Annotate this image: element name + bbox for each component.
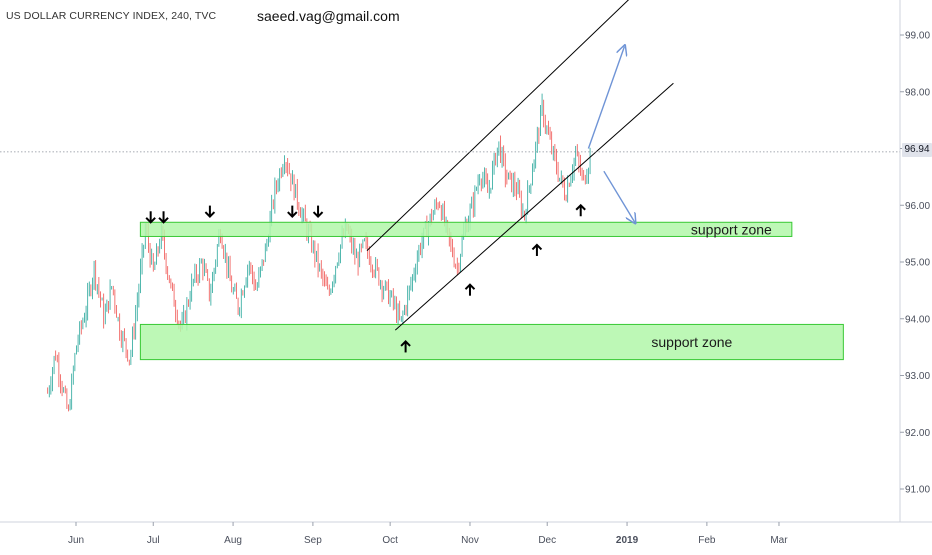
forecast-arrow-2 [603, 170, 635, 222]
arrow-up-icon [575, 203, 586, 217]
y-tick-label: 92.00 [905, 428, 930, 439]
arrow-down-icon [312, 205, 324, 219]
x-tick-label: Jul [147, 535, 160, 546]
y-tick-label: 94.00 [905, 314, 930, 325]
x-tick-label: Oct [382, 535, 398, 546]
arrow-down-icon [287, 205, 298, 219]
chart-title: US DOLLAR CURRENCY INDEX, 240, TVC [6, 10, 217, 22]
arrow-up-icon [400, 340, 411, 353]
channel-line-1 [366, 0, 630, 252]
channel-line-2 [394, 82, 674, 331]
forecast-arrow-1 [587, 46, 624, 149]
y-tick-label: 98.00 [905, 87, 930, 98]
y-tick-label: 95.00 [905, 258, 930, 269]
y-tick-label: 91.00 [905, 485, 930, 496]
candles [47, 93, 591, 412]
x-tick-label: Dec [538, 535, 556, 546]
arrow-down-icon [204, 205, 216, 219]
arrow-down-icon [158, 211, 169, 224]
x-tick-label: Mar [770, 535, 788, 546]
support-zone-label: support zone [691, 221, 772, 237]
support-zone-1 [139, 221, 793, 237]
trend-lines [366, 0, 674, 331]
arrow-down-icon [145, 211, 156, 224]
x-tick-label: 2019 [616, 535, 639, 546]
support-zone-label: support zone [651, 334, 732, 350]
x-tick-label: Jun [68, 535, 84, 546]
y-tick-label: 99.00 [905, 31, 930, 42]
support-zone-2 [139, 323, 844, 361]
arrow-up-icon [464, 283, 476, 296]
y-tick-label: 96.00 [905, 201, 930, 212]
arrow-up-icon [531, 243, 543, 256]
x-tick-label: Feb [698, 535, 716, 546]
markers [145, 203, 586, 353]
zones: support zone support zone [139, 221, 844, 361]
y-tick-label: 93.00 [905, 371, 930, 382]
x-tick-label: Aug [224, 535, 242, 546]
x-tick-label: Nov [461, 535, 479, 546]
author-email: saeed.vag@gmail.com [257, 8, 400, 24]
x-tick-label: Sep [304, 535, 322, 546]
last-price-tag: 96.94 [902, 143, 932, 157]
